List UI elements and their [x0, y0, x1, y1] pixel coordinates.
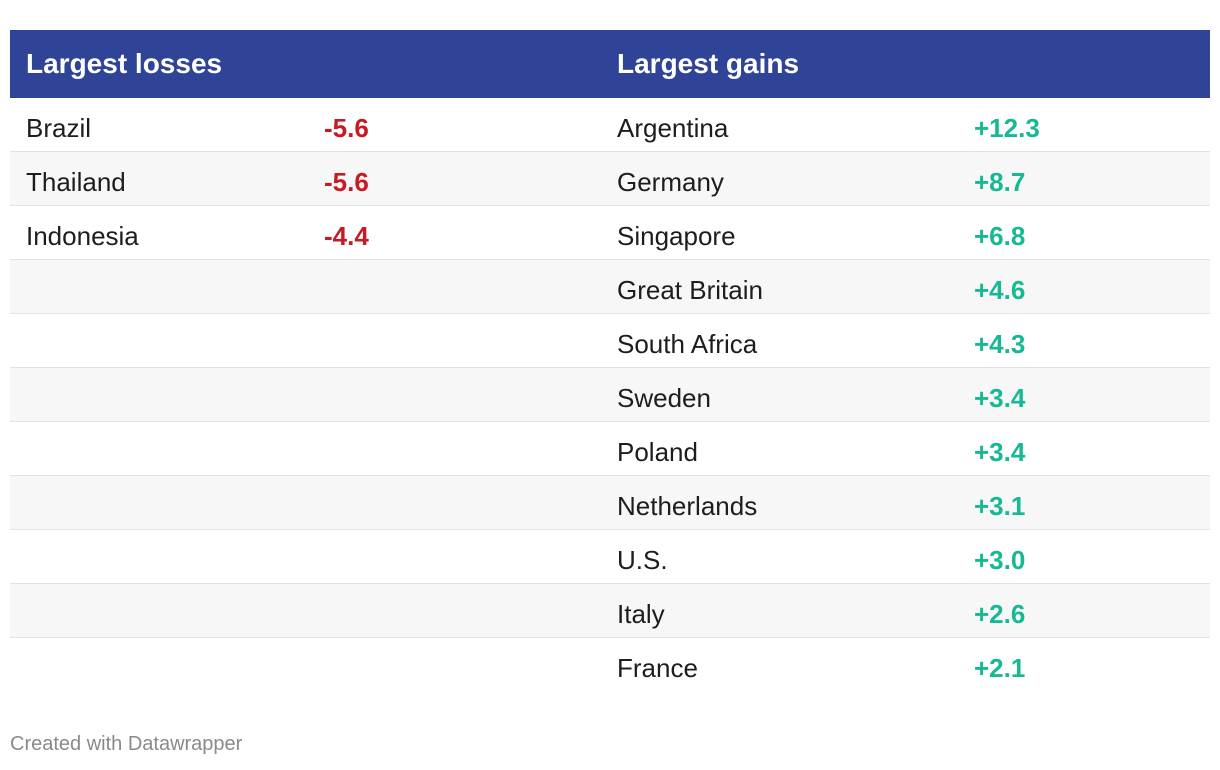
table-row: Indonesia -4.4 Singapore +6.8: [10, 206, 1210, 260]
table-body: Brazil -5.6 Argentina +12.3 Thailand -5.6 Germ…: [10, 98, 1210, 692]
table-row: France +2.1: [10, 638, 1210, 692]
table-row: Brazil -5.6 Argentina +12.3: [10, 98, 1210, 152]
gain-value-cell: +4.6: [974, 275, 1026, 305]
gain-country-cell: Italy: [617, 599, 665, 629]
table-row: U.S. +3.0: [10, 530, 1210, 584]
data-table: Largest losses Largest gains Brazil -5.6 A…: [10, 30, 1210, 692]
gain-country-cell: Poland: [617, 437, 698, 467]
gain-country-cell: Sweden: [617, 383, 711, 413]
table-row: South Africa +4.3: [10, 314, 1210, 368]
gain-country-cell: Argentina: [617, 113, 729, 143]
gain-value-cell: +4.3: [974, 329, 1026, 359]
gain-country-cell: Singapore: [617, 221, 736, 251]
gain-value-cell: +3.1: [974, 491, 1026, 521]
table-row: Sweden +3.4: [10, 368, 1210, 422]
loss-value-cell: -5.6: [324, 167, 369, 197]
gain-country-cell: Germany: [617, 167, 724, 197]
table-row: Netherlands +3.1: [10, 476, 1210, 530]
table-row: Great Britain +4.6: [10, 260, 1210, 314]
gain-value-cell: +6.8: [974, 221, 1026, 251]
gain-value-cell: +3.4: [974, 437, 1026, 467]
gain-country-cell: U.S.: [617, 545, 668, 575]
footer-credit: Created with Datawrapper: [10, 733, 243, 755]
loss-value-cell: -5.6: [324, 113, 369, 143]
gain-country-cell: Great Britain: [617, 275, 763, 305]
gain-value-cell: +3.4: [974, 383, 1026, 413]
table-row: Poland +3.4: [10, 422, 1210, 476]
gain-country-cell: Netherlands: [617, 491, 758, 521]
table-row: Thailand -5.6 Germany +8.7: [10, 152, 1210, 206]
loss-country-cell: Brazil: [26, 113, 92, 143]
gain-country-cell: France: [617, 653, 698, 683]
gain-country-cell: South Africa: [617, 329, 758, 359]
header-largest-losses: Largest losses: [26, 48, 223, 79]
gain-value-cell: +2.1: [974, 653, 1026, 683]
loss-value-cell: -4.4: [324, 221, 369, 251]
gain-value-cell: +8.7: [974, 167, 1026, 197]
table-row: Italy +2.6: [10, 584, 1210, 638]
gain-value-cell: +3.0: [974, 545, 1026, 575]
gain-value-cell: +2.6: [974, 599, 1026, 629]
table-header: Largest losses Largest gains: [10, 30, 1210, 98]
gain-value-cell: +12.3: [974, 113, 1040, 143]
loss-country-cell: Indonesia: [26, 221, 139, 251]
header-largest-gains: Largest gains: [617, 48, 800, 79]
loss-country-cell: Thailand: [26, 167, 126, 197]
